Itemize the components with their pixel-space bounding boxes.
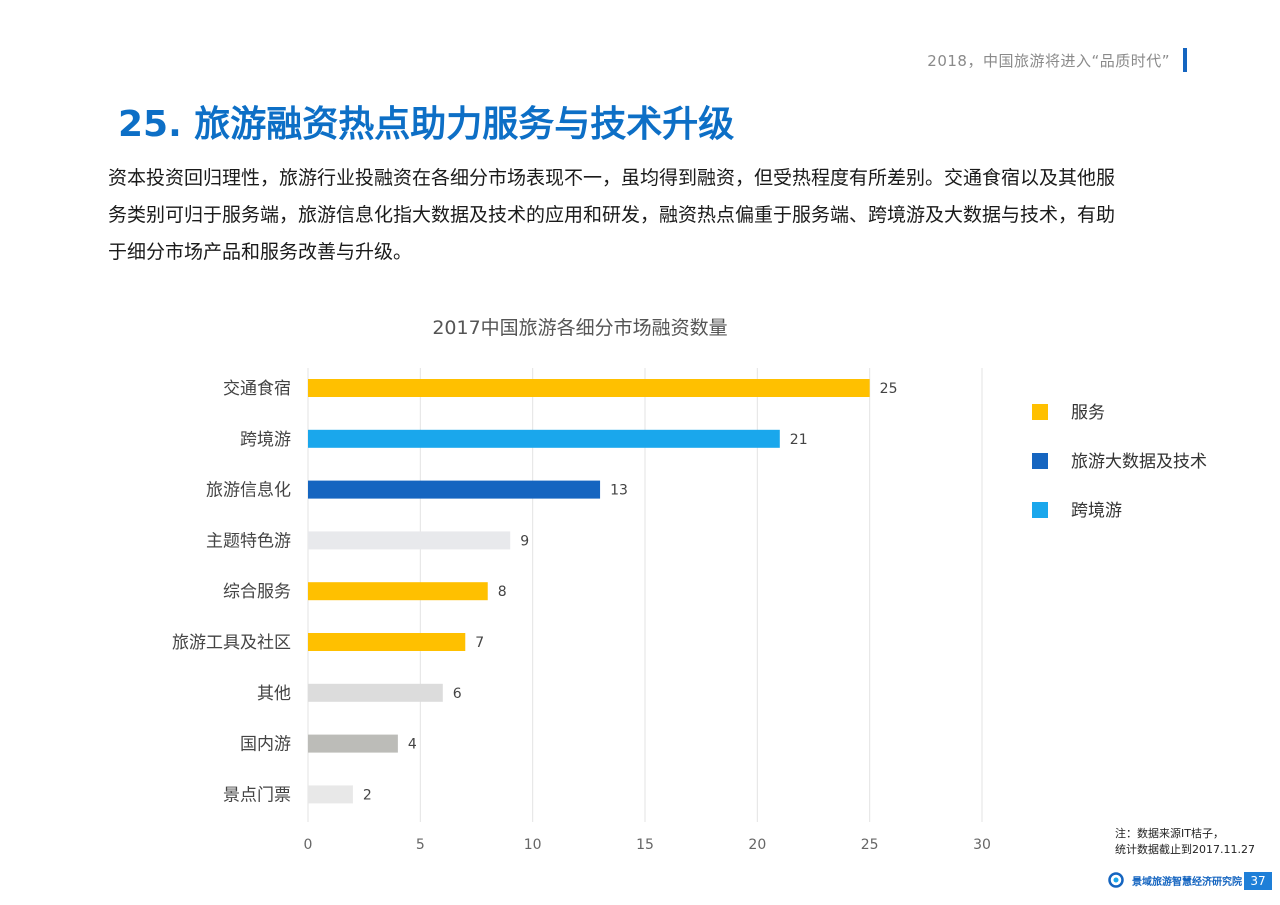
value-label: 6 (453, 686, 462, 702)
legend-swatch (1032, 404, 1048, 420)
legend-label: 跨境游 (1071, 501, 1122, 521)
category-label: 国内游 (240, 735, 291, 755)
x-tick-label: 30 (973, 837, 991, 853)
legend-swatch (1032, 502, 1048, 518)
x-tick-label: 15 (636, 837, 654, 853)
page-number: 37 (1244, 872, 1272, 890)
bar (308, 480, 601, 499)
header-tagline: 2018，中国旅游将进入“品质时代” (927, 52, 1170, 70)
category-label: 其他 (257, 684, 291, 704)
category-label: 主题特色游 (206, 531, 291, 551)
category-label: 跨境游 (240, 430, 291, 450)
x-tick-label: 5 (416, 837, 425, 853)
bar (308, 379, 870, 397)
x-tick-label: 20 (748, 837, 766, 853)
bar (308, 734, 398, 753)
x-tick-label: 10 (524, 837, 542, 853)
bar (308, 429, 780, 448)
header-accent-bar (1183, 48, 1187, 72)
bar (308, 785, 353, 804)
value-label: 7 (475, 635, 484, 651)
value-label: 4 (408, 737, 417, 753)
bar (308, 531, 511, 550)
legend-label: 旅游大数据及技术 (1071, 452, 1207, 472)
category-label: 综合服务 (223, 582, 291, 602)
value-label: 13 (610, 483, 628, 499)
value-label: 21 (790, 432, 808, 448)
chart-title: 2017中国旅游各细分市场融资数量 (432, 317, 727, 339)
bar (308, 683, 443, 702)
x-tick-label: 0 (304, 837, 313, 853)
value-label: 9 (520, 533, 529, 549)
category-label: 旅游工具及社区 (172, 633, 291, 653)
bar (308, 582, 488, 601)
legend-label: 服务 (1071, 403, 1105, 423)
page-title: 25. 旅游融资热点助力服务与技术升级 (118, 104, 735, 145)
value-label: 2 (363, 787, 372, 803)
footnote: 注：数据来源IT桔子， 统计数据截止到2017.11.27 (1115, 826, 1255, 858)
x-tick-label: 25 (861, 837, 879, 853)
footnote-line-2: 统计数据截止到2017.11.27 (1115, 843, 1255, 856)
category-label: 交通食宿 (223, 379, 291, 399)
category-label: 旅游信息化 (206, 481, 291, 501)
intro-paragraph: 资本投资回归理性，旅游行业投融资在各细分市场表现不一，虽均得到融资，但受热程度有… (108, 167, 1116, 263)
value-label: 8 (498, 584, 507, 600)
bar (308, 633, 466, 651)
value-label: 25 (880, 381, 898, 397)
institute-logo: 景域旅游智慧经济研究院 (1108, 872, 1242, 888)
footnote-line-1: 注：数据来源IT桔子， (1115, 827, 1224, 840)
logo-mark-icon (1108, 872, 1124, 888)
category-label: 景点门票 (223, 785, 291, 805)
logo-text: 景域旅游智慧经济研究院 (1132, 876, 1242, 888)
legend-swatch (1032, 453, 1048, 469)
